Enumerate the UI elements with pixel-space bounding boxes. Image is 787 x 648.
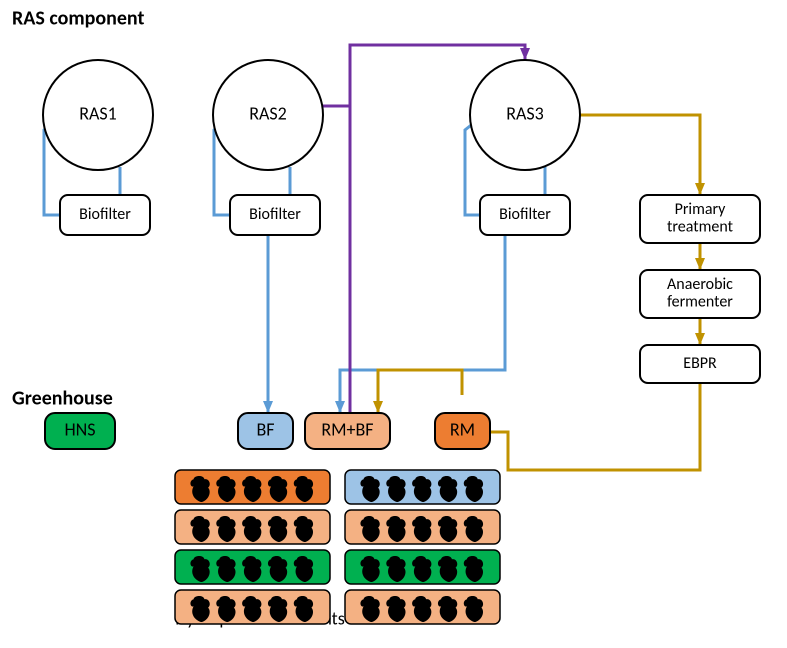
label-primary: Primary bbox=[675, 200, 727, 219]
label-ras2: RAS2 bbox=[249, 102, 287, 124]
label-ras3: RAS3 bbox=[506, 102, 544, 124]
label-rmbf: RM+BF bbox=[321, 418, 373, 440]
flow-arrow bbox=[462, 383, 700, 470]
heading-ras: RAS component bbox=[12, 6, 144, 30]
arrowhead bbox=[520, 48, 530, 60]
label-ferment: Anaerobic bbox=[667, 275, 733, 294]
label-hns: HNS bbox=[64, 418, 95, 440]
arrowhead bbox=[695, 183, 705, 195]
arrowhead bbox=[263, 401, 273, 413]
flow-arrow bbox=[378, 370, 462, 413]
label-ebpr: EBPR bbox=[683, 354, 717, 373]
arrowhead bbox=[695, 333, 705, 345]
arrowhead bbox=[695, 258, 705, 270]
flow-arrow bbox=[580, 115, 700, 195]
label-bf: BF bbox=[256, 418, 274, 440]
heading-greenhouse: Greenhouse bbox=[12, 386, 113, 410]
diagram-canvas: RAS1 RAS2 RAS3 Biofilter Biofilter Biofilter P… bbox=[0, 0, 787, 648]
label-primary: treatment bbox=[667, 218, 734, 237]
flow-arrow bbox=[340, 235, 505, 413]
label-ras1: RAS1 bbox=[79, 102, 117, 124]
label-bf1: Biofilter bbox=[79, 205, 131, 224]
arrowhead bbox=[373, 401, 383, 413]
label-ferment: fermenter bbox=[667, 293, 733, 312]
arrowhead bbox=[335, 401, 345, 413]
label-rm: RM bbox=[450, 418, 475, 440]
label-bf2: Biofilter bbox=[249, 205, 301, 224]
label-bf3: Biofilter bbox=[499, 205, 551, 224]
